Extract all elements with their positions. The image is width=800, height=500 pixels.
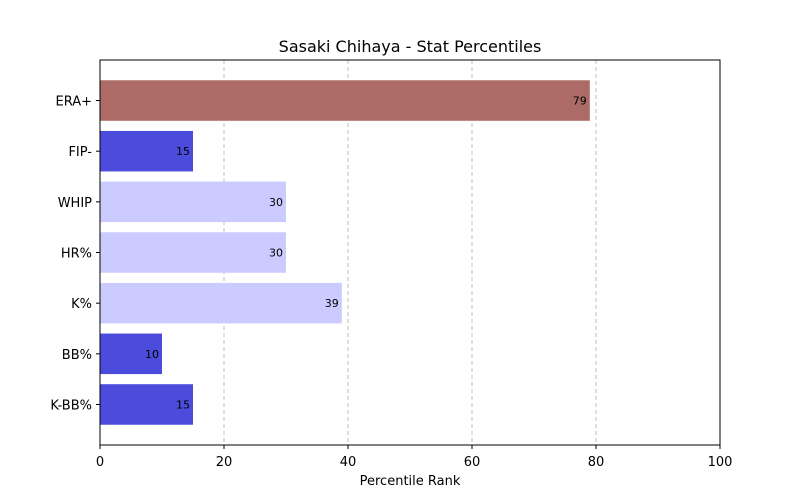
bar [100, 80, 590, 121]
x-tick-label: 40 [340, 455, 357, 470]
bar-value-label: 39 [325, 297, 339, 310]
x-tick-label: 60 [464, 455, 481, 470]
x-tick-label: 0 [96, 455, 104, 470]
bar-value-label: 30 [269, 247, 283, 260]
bar [100, 181, 286, 223]
bar-value-label: 10 [145, 348, 159, 361]
y-tick-label: ERA+ [55, 95, 92, 110]
bar [100, 333, 162, 375]
bar [100, 282, 342, 324]
bar-value-label: 30 [269, 196, 283, 209]
bar-series [100, 80, 590, 425]
y-tick-label: HR% [61, 247, 92, 262]
y-tick-label: WHIP [58, 196, 92, 211]
bar [100, 232, 286, 273]
bar-value-label: 15 [176, 145, 190, 158]
plot-frame [99, 59, 721, 446]
y-tick-label: FIP- [68, 145, 92, 160]
chart-title: Sasaki Chihaya - Stat Percentiles [279, 37, 542, 56]
y-tick-label: K-BB% [50, 398, 92, 413]
x-axis-ticks: 0 20 40 60 80 100 [96, 445, 733, 470]
bar [100, 130, 193, 172]
x-tick-label: 80 [588, 455, 605, 470]
x-axis-label: Percentile Rank [360, 474, 461, 489]
bar-value-label: 79 [573, 95, 587, 108]
x-tick-label: 20 [216, 455, 233, 470]
y-axis-ticks: ERA+ FIP- WHIP HR% K% BB% K-BB% [50, 95, 100, 413]
data-labels: 79 15 30 30 39 10 15 [145, 95, 587, 412]
x-tick-label: 100 [708, 455, 733, 470]
y-tick-label: BB% [62, 348, 92, 363]
bar [100, 384, 193, 425]
y-tick-label: K% [71, 297, 92, 312]
bar-value-label: 15 [176, 398, 190, 411]
